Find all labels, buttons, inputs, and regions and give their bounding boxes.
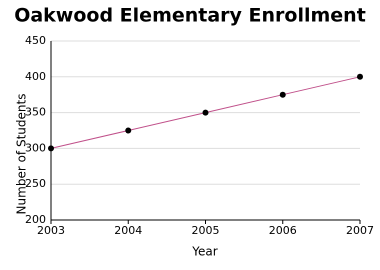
y-tick-label: 250 — [25, 177, 46, 190]
y-axis-label: Number of Students — [15, 94, 29, 215]
point — [279, 91, 286, 98]
x-tick-label: 2007 — [346, 224, 374, 237]
chart-title: Oakwood Elementary Enrollment — [14, 5, 366, 27]
y-tick-label: 350 — [25, 106, 46, 119]
x-tick-label: 2005 — [192, 224, 220, 237]
x-axis-label: Year — [191, 245, 217, 259]
x-tick-label: 2003 — [37, 224, 65, 237]
point — [48, 145, 54, 152]
point — [125, 127, 132, 134]
y-tick-label: 400 — [25, 70, 46, 83]
y-tick-label: 200 — [25, 213, 46, 226]
x-tick-label: 2006 — [269, 224, 297, 237]
y-tick-label: 300 — [25, 141, 46, 154]
y-tick-label: 450 — [25, 34, 46, 47]
x-tick-label: 2004 — [114, 224, 142, 237]
point — [202, 109, 209, 116]
point — [357, 73, 363, 80]
